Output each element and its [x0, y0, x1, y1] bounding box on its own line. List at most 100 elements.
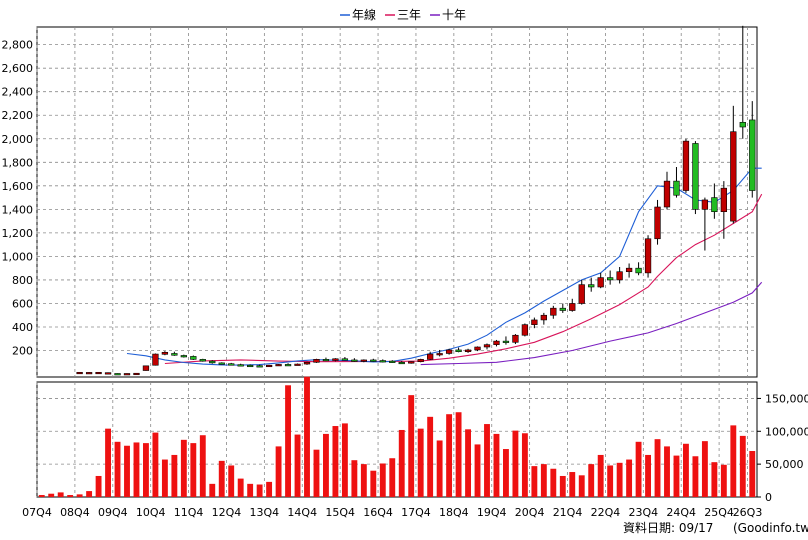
- volume-bar: [616, 462, 623, 497]
- volume-bar: [133, 442, 140, 497]
- candle: [654, 199, 661, 245]
- volume-tick-label: 150,000: [765, 392, 808, 405]
- candle-body: [275, 364, 282, 367]
- price-panel: [36, 26, 758, 378]
- time-tick-label: 18Q4: [439, 506, 469, 519]
- candle-body: [588, 284, 595, 288]
- volume-bar: [531, 466, 538, 497]
- volume-bar: [398, 429, 405, 497]
- volume-bar: [512, 430, 519, 497]
- candle-body: [493, 340, 500, 345]
- candle: [332, 358, 339, 362]
- price-tick-label: 800: [12, 274, 33, 287]
- candle-body: [455, 349, 462, 353]
- candle: [218, 362, 225, 365]
- candle-body: [749, 119, 756, 191]
- candle-body: [654, 206, 661, 240]
- candle: [635, 262, 642, 276]
- volume-bar: [493, 433, 500, 497]
- candle: [531, 317, 538, 329]
- time-tick-label: 08Q4: [60, 506, 90, 519]
- candle-body: [379, 360, 386, 363]
- price-tick-label: 600: [12, 297, 33, 310]
- volume-bar: [474, 444, 481, 497]
- volume-bar: [76, 494, 83, 497]
- candle-body: [550, 307, 557, 316]
- time-tick-label: 09Q4: [98, 506, 128, 519]
- time-tick-label: 17Q4: [401, 506, 431, 519]
- candle: [161, 351, 169, 356]
- candle: [711, 183, 718, 219]
- volume-bar: [256, 484, 263, 497]
- volume-bar: [190, 443, 197, 497]
- candle-body: [190, 356, 197, 360]
- candle-body: [739, 121, 746, 128]
- volume-bar: [673, 455, 680, 497]
- volume-bar: [275, 446, 282, 497]
- candle: [294, 363, 301, 366]
- volume-bar: [427, 416, 434, 497]
- candle: [85, 372, 93, 375]
- volume-tick-label: 50,000: [765, 458, 804, 471]
- candle: [464, 348, 472, 353]
- time-tick-label: 24Q4: [666, 506, 696, 519]
- candle: [209, 360, 216, 364]
- volume-bar: [228, 465, 235, 497]
- candle: [379, 359, 386, 363]
- candle-body: [521, 324, 529, 336]
- candle: [445, 348, 453, 355]
- candle: [76, 371, 83, 375]
- candle: [322, 357, 330, 362]
- volume-bar: [446, 414, 453, 497]
- candle: [455, 347, 462, 353]
- time-tick-label: 20Q4: [515, 506, 545, 519]
- candle-body: [436, 353, 443, 356]
- volume-bar: [218, 460, 225, 497]
- volume-bar: [664, 446, 670, 497]
- candle-body: [398, 361, 405, 365]
- candle: [95, 371, 102, 375]
- candle: [417, 358, 424, 363]
- candle-body: [370, 359, 377, 362]
- volume-bar: [503, 449, 509, 497]
- candle: [360, 359, 367, 363]
- volume-bar: [654, 439, 661, 497]
- time-tick-label: 26Q3: [733, 506, 763, 519]
- candle-body: [265, 364, 273, 368]
- candle-body: [313, 359, 320, 363]
- candle: [597, 272, 604, 289]
- candle: [692, 141, 699, 215]
- candle-body: [512, 334, 519, 343]
- candle-body: [635, 267, 642, 274]
- candle: [256, 364, 263, 368]
- candle: [663, 171, 671, 210]
- candle: [247, 364, 254, 368]
- volume-bar: [360, 464, 367, 497]
- time-tick-label: 16Q4: [363, 506, 393, 519]
- candle: [483, 343, 491, 350]
- candle: [588, 277, 595, 292]
- candle-body: [502, 340, 510, 343]
- candle: [625, 263, 633, 278]
- volume-bar: [114, 441, 121, 497]
- volume-bar: [521, 433, 528, 497]
- candle-body: [625, 267, 633, 273]
- price-tick-label: 1,000: [2, 250, 34, 263]
- price-candles: [76, 25, 756, 376]
- candle-body: [540, 314, 547, 321]
- candle-body: [228, 363, 235, 366]
- volume-bar: [57, 492, 64, 497]
- source-note: (Goodinfo.tw): [733, 521, 808, 535]
- candle-body: [95, 371, 102, 375]
- candle-body: [711, 197, 718, 213]
- volume-bar: [465, 429, 471, 497]
- candle: [512, 334, 519, 345]
- candle-body: [663, 180, 671, 208]
- candle-body: [673, 180, 680, 196]
- axis-labels: 200 400 600 800 1,000 1,200 1,400 1,600 1,800 2,0…: [2, 39, 808, 519]
- candle: [284, 363, 292, 367]
- candle: [682, 138, 690, 193]
- legend-label: 十年: [442, 8, 466, 22]
- candle-body: [607, 277, 614, 281]
- volume-bar: [408, 395, 415, 497]
